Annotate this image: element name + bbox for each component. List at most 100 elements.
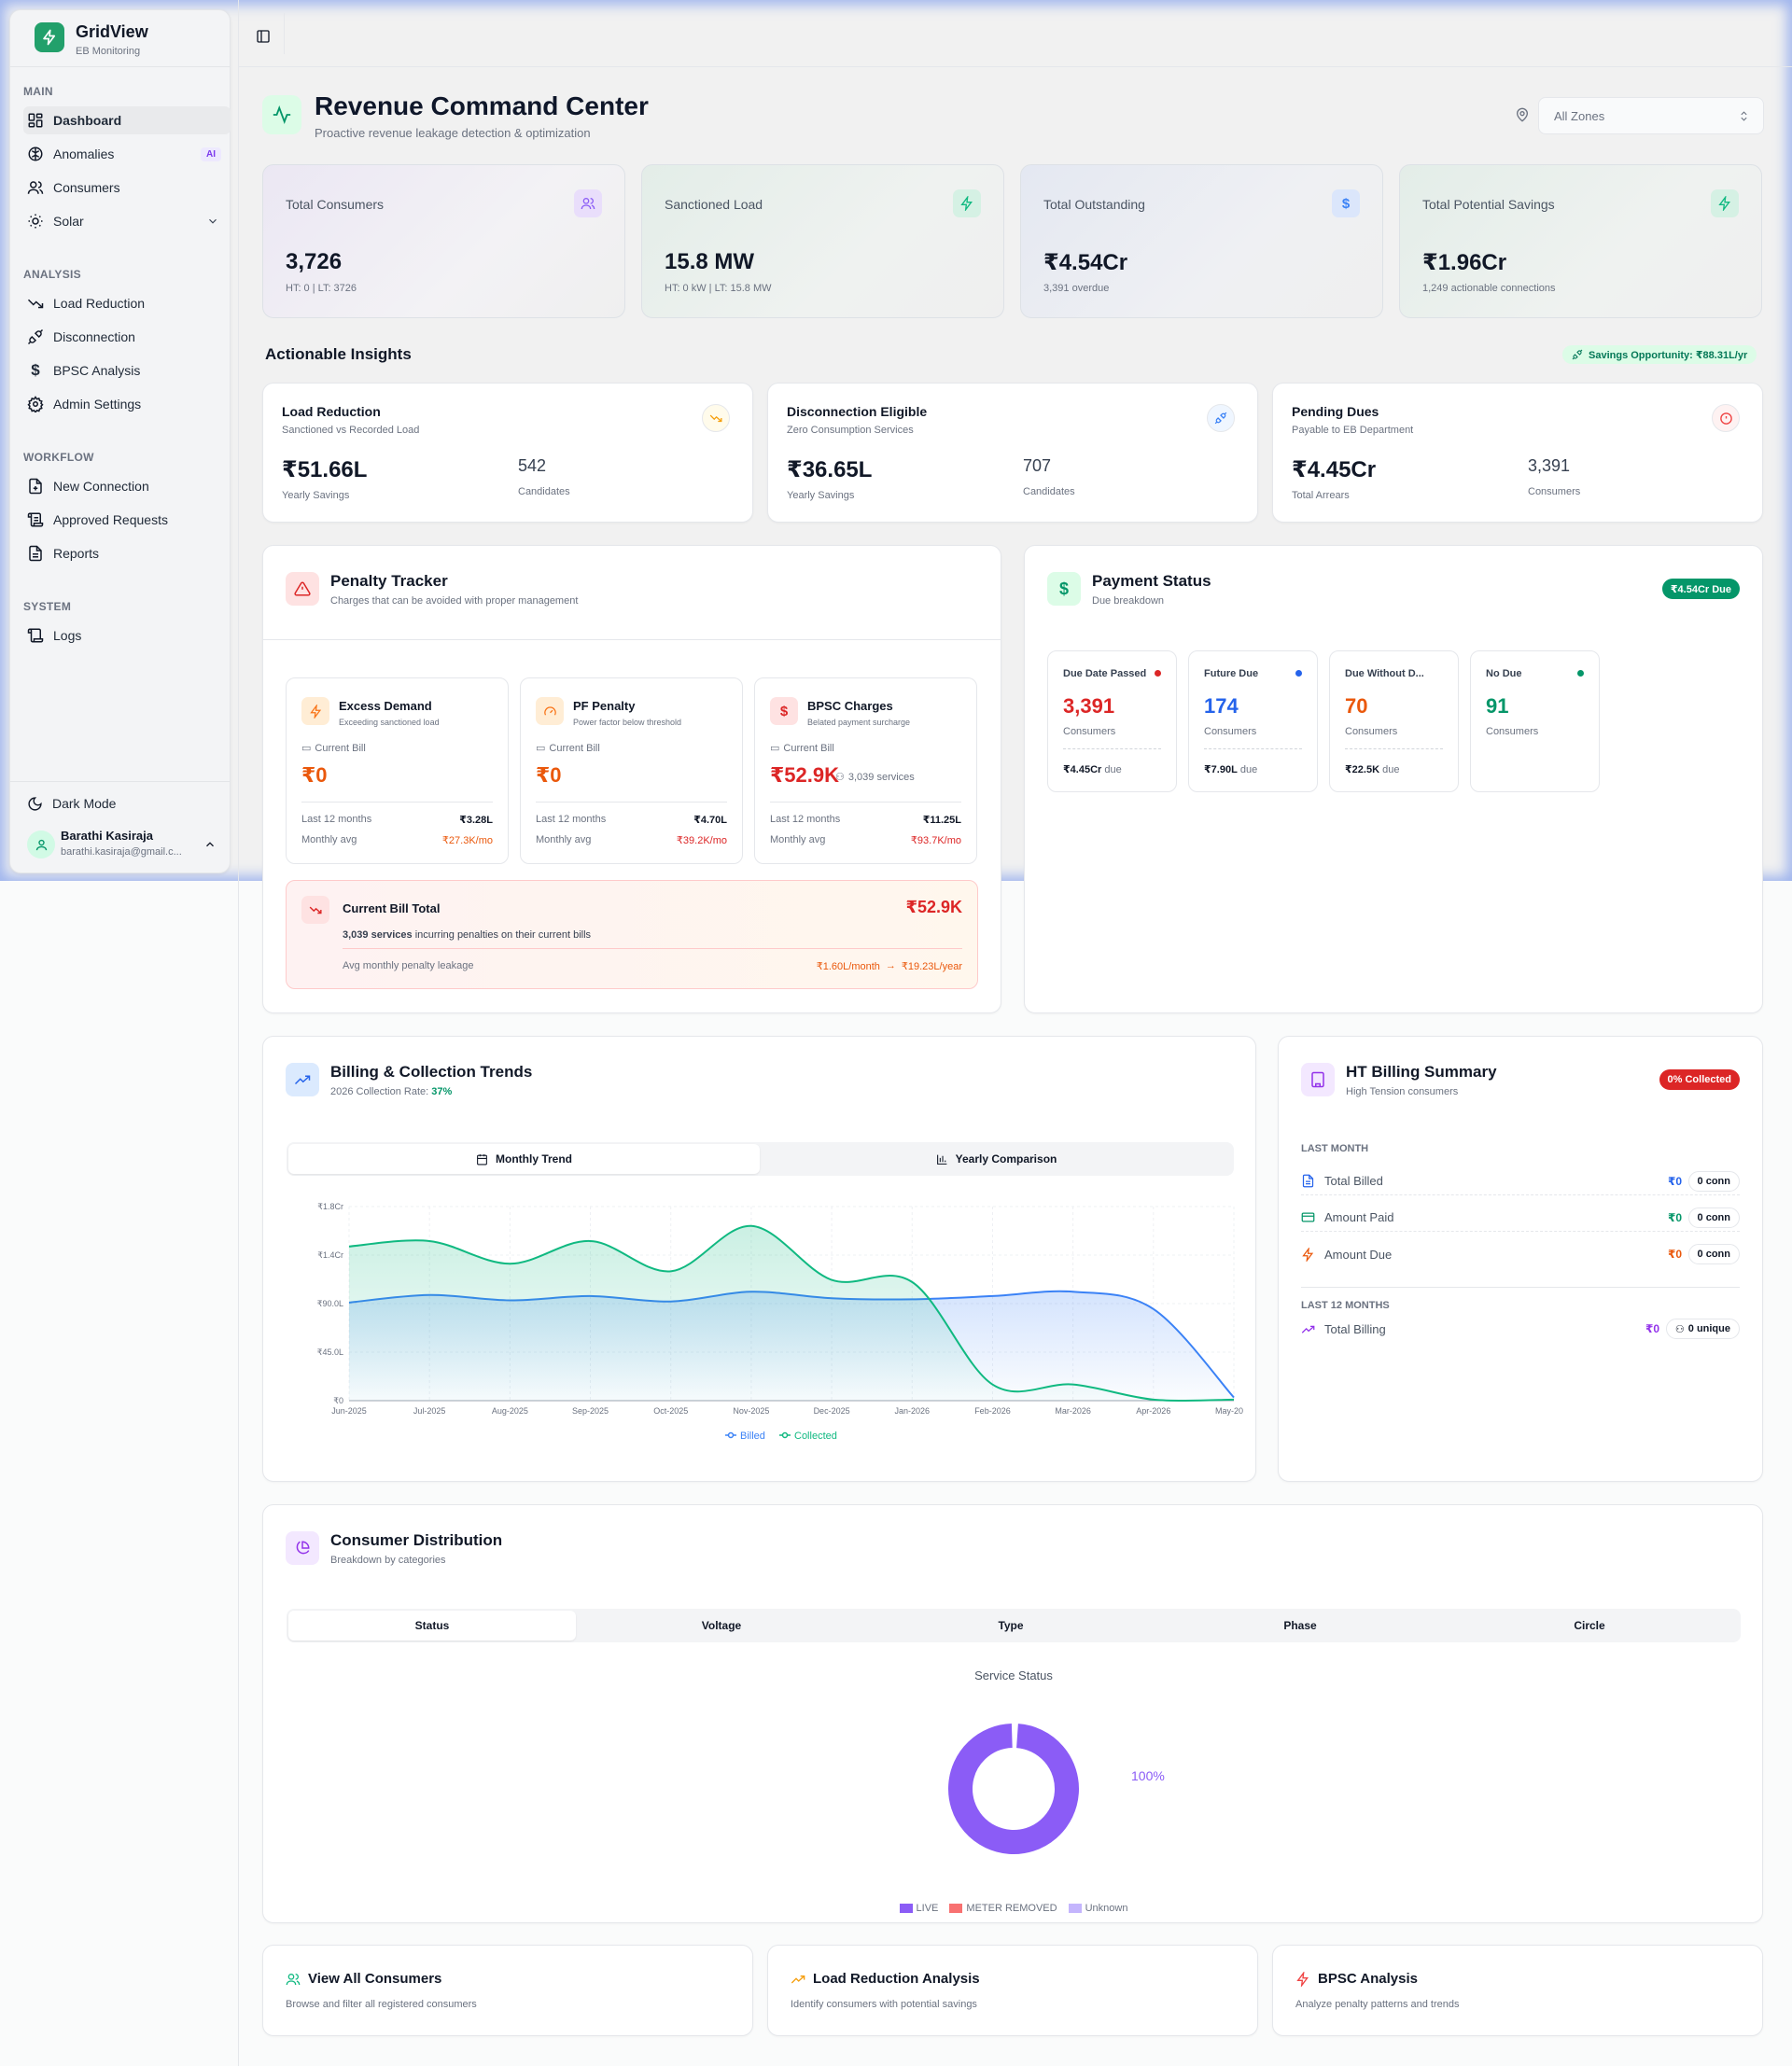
collection-rate-label: 2026 Collection Rate: — [330, 1086, 429, 1097]
tab-circle[interactable]: Circle — [1446, 1611, 1733, 1640]
legend-item-live[interactable]: LIVE — [899, 1903, 938, 1914]
zone-select[interactable]: All Zones — [1538, 97, 1764, 134]
payment-due-badge: ₹4.54Cr Due — [1661, 579, 1740, 599]
payment-card-due-date-passed[interactable]: Due Date Passed 3,391 Consumers ₹4.45Cr … — [1047, 650, 1177, 792]
payment-card-value: 174 — [1204, 694, 1239, 718]
tab-monthly-trend[interactable]: Monthly Trend — [288, 1144, 760, 1174]
divider — [10, 781, 230, 782]
insight-count-label: Candidates — [1023, 486, 1075, 497]
billing-title: Billing & Collection Trends — [330, 1063, 533, 1081]
ht-row-total-billing: Total Billing ₹0 ⚇ 0 unique — [1301, 1315, 1740, 1343]
y-tick-label: ₹90.0L — [317, 1299, 343, 1308]
ht-row-conn: 0 conn — [1687, 1244, 1740, 1264]
users-icon — [581, 198, 595, 210]
legend-item-unknown[interactable]: Unknown — [1068, 1903, 1128, 1914]
tab-status[interactable]: Status — [288, 1611, 576, 1640]
insight-card-disconnection[interactable]: Disconnection Eligible Zero Consumption … — [767, 383, 1258, 523]
chevron-down-icon[interactable] — [206, 215, 219, 228]
link-subtitle: Analyze penalty patterns and trends — [1295, 1999, 1460, 2010]
link-load-reduction-analysis[interactable]: Load Reduction Analysis Identify consume… — [767, 1945, 1258, 2036]
unplug-icon — [1214, 412, 1227, 425]
tab-voltage[interactable]: Voltage — [578, 1611, 865, 1640]
billing-trend-chart[interactable]: ₹0 ₹45.0L ₹90.0L ₹1.4Cr ₹1.8Cr Jun-2025 Jul-20… — [301, 1197, 1243, 1449]
legend-item-meter-removed[interactable]: METER REMOVED — [949, 1903, 1057, 1914]
payment-card-title: Future Due — [1204, 668, 1259, 679]
file-text-icon — [29, 545, 42, 562]
sidebar-item-label: Solar — [53, 214, 84, 229]
insight-card-load-reduction[interactable]: Load Reduction Sanctioned vs Recorded Lo… — [262, 383, 753, 523]
sidebar-item-new-connection[interactable]: New Connection — [23, 472, 231, 500]
last-12-months-label: LAST 12 MONTHS — [1301, 1300, 1390, 1311]
sidebar-item-dashboard[interactable]: Dashboard — [23, 106, 231, 134]
payment-card-label: Consumers — [1486, 726, 1539, 737]
sidebar-item-approved-requests[interactable]: Approved Requests — [23, 506, 231, 534]
tab-type[interactable]: Type — [867, 1611, 1155, 1640]
due-amount: ₹22.5K — [1345, 764, 1380, 775]
insight-card-pending-dues[interactable]: Pending Dues Payable to EB Department ₹4… — [1272, 383, 1763, 523]
tab-label: Voltage — [701, 1619, 742, 1632]
sidebar-item-label: Approved Requests — [53, 512, 168, 527]
divider — [1345, 748, 1443, 749]
grid-icon — [28, 113, 43, 128]
penalty-card-bpsc-charges[interactable]: $ BPSC Charges Belated payment surcharge… — [754, 677, 977, 864]
sidebar-toggle-icon[interactable] — [256, 29, 271, 44]
insight-count: 707 — [1023, 456, 1052, 475]
tab-phase[interactable]: Phase — [1156, 1611, 1444, 1640]
link-view-all-consumers[interactable]: View All Consumers Browse and filter all… — [262, 1945, 753, 2036]
payment-card-label: Consumers — [1345, 726, 1398, 737]
user-menu[interactable]: Barathi Kasiraja barathi.kasiraja@gmail.… — [21, 825, 222, 864]
sidebar-item-anomalies[interactable]: Anomalies AI — [23, 140, 231, 168]
link-title: View All Consumers — [286, 1971, 441, 1987]
payment-card-due-without-date[interactable]: Due Without D... 70 Consumers ₹22.5K due — [1329, 650, 1459, 792]
distribution-legend: LIVE METER REMOVED Unknown — [263, 1903, 1764, 1914]
insight-value: ₹36.65L — [787, 457, 873, 482]
sidebar-item-bpsc-analysis[interactable]: $ BPSC Analysis — [23, 356, 231, 384]
payment-card-due: ₹22.5K due — [1345, 763, 1399, 775]
sidebar-item-solar[interactable]: Solar — [23, 207, 231, 235]
sidebar-item-admin-settings[interactable]: Admin Settings — [23, 390, 231, 418]
sidebar-item-reports[interactable]: Reports — [23, 539, 231, 567]
bolt-icon — [1302, 1247, 1314, 1262]
kpi-title: Total Potential Savings — [1422, 197, 1555, 212]
ht-row-conn: 0 conn — [1687, 1207, 1740, 1228]
divider — [343, 948, 962, 949]
tab-yearly-comparison[interactable]: Yearly Comparison — [761, 1144, 1232, 1174]
kpi-sub: HT: 0 kW | LT: 15.8 MW — [665, 283, 772, 294]
payment-card-no-due[interactable]: No Due 91 Consumers — [1470, 650, 1600, 792]
payment-card-due: ₹7.90L due — [1204, 763, 1257, 775]
sidebar-item-label: Disconnection — [53, 329, 135, 344]
x-tick-label: Jun-2025 — [331, 1406, 367, 1416]
dark-mode-toggle[interactable]: Dark Mode — [23, 789, 231, 817]
monthly-avg-label: Monthly avg — [536, 834, 592, 845]
brain-icon — [28, 147, 43, 161]
sidebar-item-consumers[interactable]: Consumers — [23, 174, 231, 202]
payment-card-future-due[interactable]: Future Due 174 Consumers ₹7.90L due — [1188, 650, 1318, 792]
insight-subtitle: Payable to EB Department — [1292, 425, 1414, 436]
section-analysis-label: ANALYSIS — [23, 268, 81, 281]
calendar-icon — [477, 1153, 487, 1165]
insight-icon — [1712, 404, 1740, 432]
penalty-card-pf-penalty[interactable]: PF Penalty Power factor below threshold … — [520, 677, 743, 864]
service-status-donut[interactable] — [944, 1719, 1084, 1859]
due-label: due — [1239, 764, 1258, 775]
payment-title: Payment Status — [1092, 572, 1211, 590]
sidebar-item-logs[interactable]: Logs — [23, 621, 231, 649]
kpi-sanctioned-load: Sanctioned Load 15.8 MW HT: 0 kW | LT: 1… — [641, 164, 1004, 318]
x-tick-label: Nov-2025 — [733, 1406, 769, 1416]
donut-slice-live[interactable] — [948, 1724, 1079, 1854]
penalty-card-excess-demand[interactable]: Excess Demand Exceeding sanctioned load … — [286, 677, 509, 864]
ht-row-unique: ⚇ 0 unique — [1665, 1319, 1740, 1339]
legend-label: Unknown — [1085, 1903, 1128, 1914]
x-tick-label: Sep-2025 — [572, 1406, 609, 1416]
total-value: ₹52.9K — [905, 898, 962, 916]
payment-card-value: 70 — [1345, 694, 1368, 718]
leak-label: Avg monthly penalty leakage — [343, 960, 474, 971]
sidebar-item-disconnection[interactable]: Disconnection — [23, 323, 231, 351]
link-bpsc-analysis[interactable]: BPSC Analysis Analyze penalty patterns a… — [1272, 1945, 1763, 2036]
current-bill-label: ▭ Current Bill — [301, 742, 366, 755]
payment-card-title: No Due — [1486, 668, 1522, 679]
sidebar-item-load-reduction[interactable]: Load Reduction — [23, 289, 231, 317]
ht-billing-card: HT Billing Summary High Tension consumer… — [1278, 1036, 1763, 1482]
app-logo[interactable] — [35, 22, 64, 52]
donut-percent-label: 100% — [1131, 1768, 1165, 1783]
